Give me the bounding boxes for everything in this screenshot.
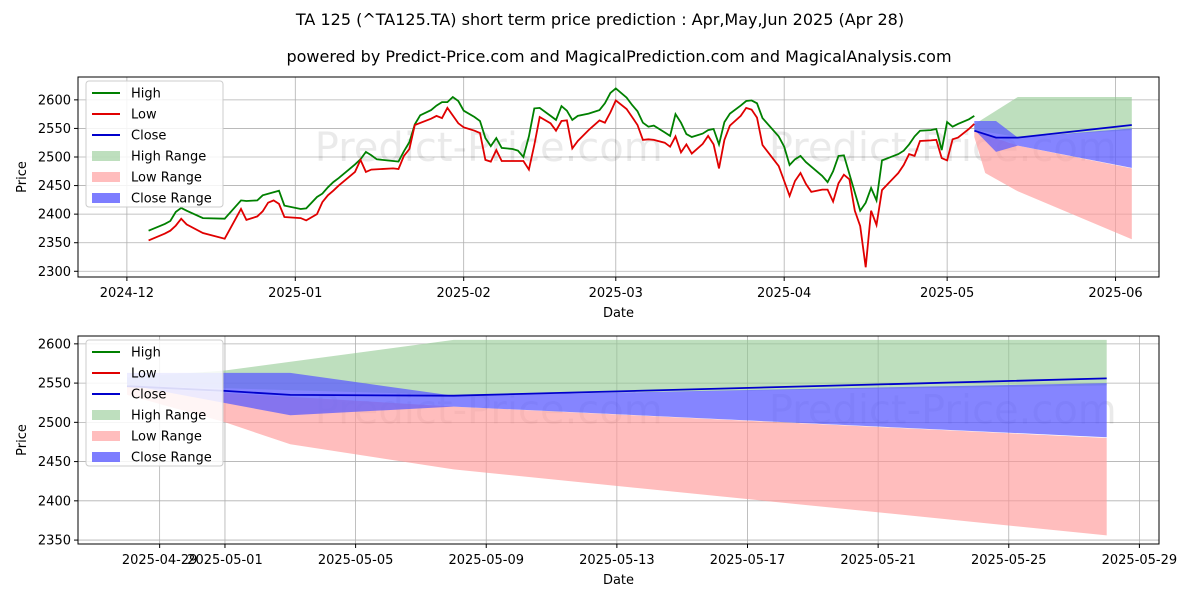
legend-swatch (92, 151, 120, 161)
y-tick-label: 2350 (38, 534, 71, 549)
legend-label: High Range (131, 150, 206, 165)
chart-title: TA 125 (^TA125.TA) short term price pred… (295, 10, 904, 29)
x-tick-label: 2025-05-09 (448, 553, 524, 568)
x-tick-label: 2025-05-01 (187, 553, 263, 568)
legend-label: Close Range (131, 192, 212, 207)
legend-box (85, 80, 224, 208)
y-tick-label: 2300 (38, 265, 71, 280)
close-line (974, 124, 1132, 139)
y-tick-label: 2500 (38, 416, 71, 431)
low-range-band (127, 387, 1107, 536)
legend-swatch (92, 452, 120, 462)
top-panel: Predict-Price.com Predict-Price.com230023… (15, 76, 1160, 321)
x-tick-label: 2025-05-25 (971, 553, 1047, 568)
x-axis-label: Date (603, 306, 634, 321)
y-tick-label: 2400 (38, 208, 71, 223)
y-tick-label: 2550 (38, 377, 71, 392)
legend-label: Close (131, 129, 166, 144)
y-tick-label: 2550 (38, 122, 71, 137)
close-range-band (974, 121, 1132, 168)
close-range-band (127, 372, 1107, 438)
low-line (148, 98, 975, 268)
plot-frame (77, 76, 1160, 278)
chart-subtitle: powered by Predict-Price.com and Magical… (286, 47, 951, 66)
x-tick-label: 2025-05-17 (710, 553, 786, 568)
legend-swatch (92, 172, 120, 182)
x-tick-label: 2025-05-21 (840, 553, 916, 568)
high-range-band (974, 97, 1132, 137)
y-tick-label: 2450 (38, 179, 71, 194)
watermark-text: Predict-Price.com (315, 125, 663, 171)
x-tick-label: 2025-04 (757, 286, 811, 301)
x-tick-label: 2025-03 (589, 286, 643, 301)
x-axis-label: Date (603, 573, 634, 588)
legend-label: Low Range (131, 171, 202, 186)
y-tick-label: 2600 (38, 93, 71, 108)
legend-swatch (92, 193, 120, 203)
y-tick-label: 2450 (38, 455, 71, 470)
high-range-band (127, 339, 1107, 395)
plot-frame (77, 335, 1160, 545)
low-range-band (974, 131, 1132, 240)
x-tick-label: 2025-05-29 (1102, 553, 1178, 568)
y-axis-label: Price (15, 424, 30, 456)
legend-label: Close Range (131, 451, 212, 466)
x-tick-label: 2025-05-05 (318, 553, 394, 568)
x-tick-label: 2025-05-13 (579, 553, 655, 568)
y-tick-label: 2600 (38, 337, 71, 352)
legend-label: Close (131, 388, 166, 403)
y-tick-label: 2350 (38, 236, 71, 251)
x-tick-label: 2025-01 (268, 286, 322, 301)
legend-label: Low (131, 108, 157, 123)
x-tick-label: 2025-04-29 (122, 553, 198, 568)
legend: High Low Close High Range Low Range Close Ran… (85, 80, 224, 208)
y-tick-label: 2400 (38, 494, 71, 509)
x-tick-label: 2025-06 (1088, 286, 1142, 301)
legend-label: Low (131, 367, 157, 382)
x-tick-label: 2025-02 (437, 286, 491, 301)
legend-label: High (131, 87, 161, 102)
y-axis-label: Price (15, 161, 30, 193)
legend-swatch (92, 410, 120, 420)
legend-label: Low Range (131, 430, 202, 445)
x-tick-label: 2025-05 (920, 286, 974, 301)
bottom-panel: Predict-Price.comPredict-Price.com235024… (15, 335, 1178, 588)
y-tick-label: 2500 (38, 151, 71, 166)
legend-label: High Range (131, 409, 206, 424)
high-line (148, 87, 975, 232)
x-tick-label: 2024-12 (100, 286, 154, 301)
legend: High Low Close High Range Low Range Close Ran… (85, 339, 224, 467)
legend-swatch (92, 431, 120, 441)
legend-box (85, 339, 224, 467)
legend-label: High (131, 346, 161, 361)
